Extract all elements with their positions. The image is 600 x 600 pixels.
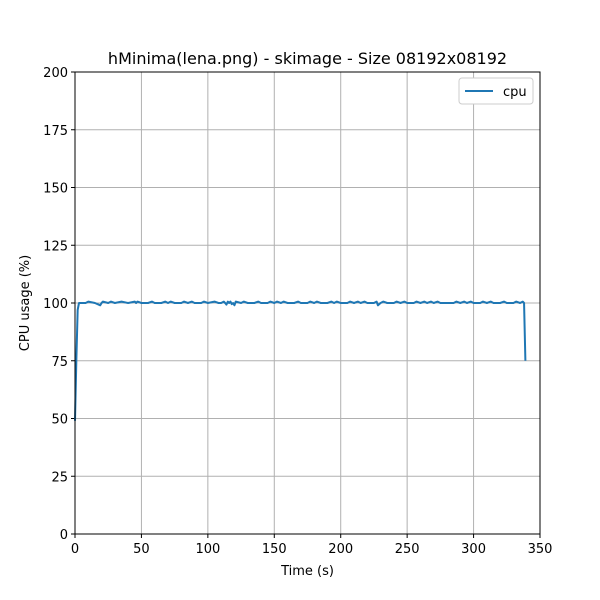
y-tick-label: 125 [43,239,68,254]
x-axis-label: Time (s) [280,564,334,579]
y-tick-label: 200 [43,66,68,81]
x-tick-label: 50 [133,542,150,557]
x-tick-label: 150 [262,542,287,557]
y-tick-label: 50 [51,413,68,428]
y-tick-label: 175 [43,124,68,139]
x-tick-label: 250 [395,542,420,557]
x-tick-label: 300 [461,542,486,557]
series-line-cpu [74,300,527,421]
y-tick-label: 0 [60,528,68,543]
axis-ticks: 0 50 100 150 200 250 300 350 0 25 50 75 100 125 150 175… [43,66,552,557]
series-layer [74,300,527,421]
y-tick-label: 100 [43,297,68,312]
x-tick-label: 350 [528,542,553,557]
legend-box [458,77,534,105]
y-tick-label: 150 [43,182,68,197]
plot-frame [74,71,541,535]
legend-label-cpu: cpu [503,85,527,100]
x-tick-label: 100 [195,542,220,557]
y-tick-label: 25 [51,470,68,485]
chart-title: hMinima(lena.png) - skimage - Size 08192… [108,49,507,68]
legend: cpu [458,77,534,105]
y-tick-label: 75 [51,355,68,370]
y-axis-label: CPU usage (%) [18,255,33,351]
x-tick-label: 0 [71,542,79,557]
x-tick-label: 200 [328,542,353,557]
